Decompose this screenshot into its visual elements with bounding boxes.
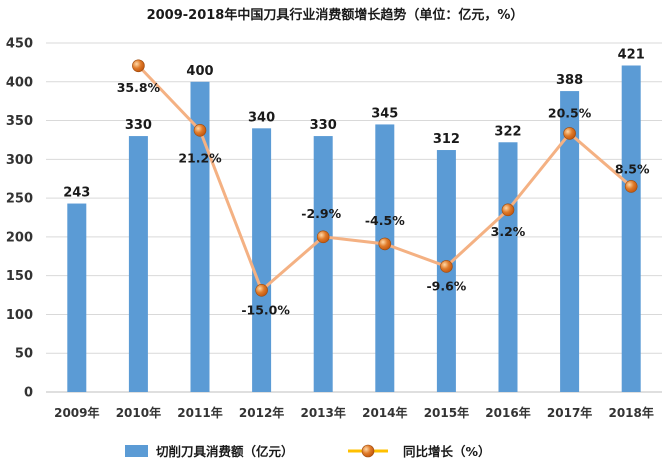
gridlines (46, 42, 662, 393)
bar-value-label: 421 (618, 47, 645, 62)
bar (252, 128, 272, 393)
y-tick-label: 150 (6, 269, 33, 284)
line-data-labels: 35.8% 21.2% -15.0% -2.9% -4.5% -9.6% 3.2% 20.5%… (117, 80, 650, 318)
bar (128, 136, 148, 392)
y-tick-label: 0 (24, 386, 33, 401)
bar (67, 203, 87, 392)
x-axis: 2009年 2010年 2011年 2012年 2013年 2014年 2015年 2016年… (54, 405, 654, 420)
bar-value-label: 345 (371, 106, 398, 121)
growth-line-series (132, 59, 638, 297)
x-tick-label: 2012年 (239, 405, 284, 420)
y-tick-label: 450 (6, 37, 33, 52)
bar (621, 65, 641, 392)
growth-value-label: 3.2% (491, 224, 526, 239)
growth-value-label: 8.5% (615, 161, 650, 176)
growth-value-label: -9.6% (426, 278, 466, 293)
legend-swatch-bar (125, 445, 148, 457)
growth-value-label: -15.0% (241, 302, 290, 317)
growth-point (440, 260, 453, 273)
bar-value-label: 400 (186, 64, 213, 79)
y-tick-label: 50 (15, 347, 33, 362)
growth-value-label: -4.5% (365, 213, 405, 228)
bar-data-labels: 243 330 400 340 330 345 312 322 388 421 (63, 47, 645, 200)
growth-value-label: 35.8% (117, 80, 161, 95)
legend-label-bar: 切削刀具消费额（亿元） (156, 444, 294, 459)
bar (498, 142, 518, 392)
bar (560, 91, 580, 392)
x-tick-label: 2014年 (362, 405, 407, 420)
y-tick-label: 400 (6, 75, 33, 90)
bar-series (67, 65, 641, 393)
bar-value-label: 243 (63, 186, 90, 201)
growth-point (378, 237, 392, 251)
bar-value-label: 330 (125, 118, 152, 133)
x-tick-label: 2010年 (116, 405, 161, 420)
bar-value-label: 388 (556, 73, 583, 88)
bar (313, 136, 333, 392)
growth-point (255, 283, 268, 297)
x-tick-label: 2015年 (424, 405, 469, 420)
x-tick-label: 2016年 (485, 405, 530, 420)
growth-point (624, 180, 638, 193)
x-tick-label: 2017年 (547, 405, 592, 420)
x-tick-label: 2018年 (608, 405, 653, 420)
chart-title: 2009-2018年中国刀具行业消费额增长趋势（单位：亿元，%） (147, 7, 524, 23)
growth-point (563, 127, 576, 140)
growth-value-label: 21.2% (178, 150, 222, 165)
growth-value-label: -2.9% (301, 206, 341, 221)
y-tick-label: 100 (6, 308, 33, 323)
x-tick-label: 2011年 (177, 405, 222, 420)
growth-point (132, 59, 145, 73)
bar-value-label: 322 (494, 124, 521, 139)
legend: 切削刀具消费额（亿元） 同比增长（%） (125, 444, 491, 459)
growth-point (193, 123, 207, 137)
bar (375, 124, 395, 392)
legend-label-line: 同比增长（%） (403, 444, 491, 459)
bar-value-label: 330 (310, 118, 337, 133)
legend-swatch-marker (361, 444, 375, 458)
y-axis: 0 50 100 150 200 250 300 350 400 450 (6, 37, 33, 401)
y-tick-label: 350 (6, 114, 33, 129)
bar-value-label: 340 (248, 110, 275, 125)
bar-value-label: 312 (433, 132, 460, 147)
growth-value-label: 20.5% (548, 105, 592, 120)
x-tick-label: 2009年 (54, 405, 99, 420)
y-tick-label: 300 (6, 153, 33, 168)
growth-point (316, 230, 330, 244)
y-tick-label: 200 (6, 230, 33, 245)
bar (190, 81, 210, 393)
y-tick-label: 250 (6, 192, 33, 207)
growth-point (501, 203, 515, 217)
x-tick-label: 2013年 (300, 405, 345, 420)
